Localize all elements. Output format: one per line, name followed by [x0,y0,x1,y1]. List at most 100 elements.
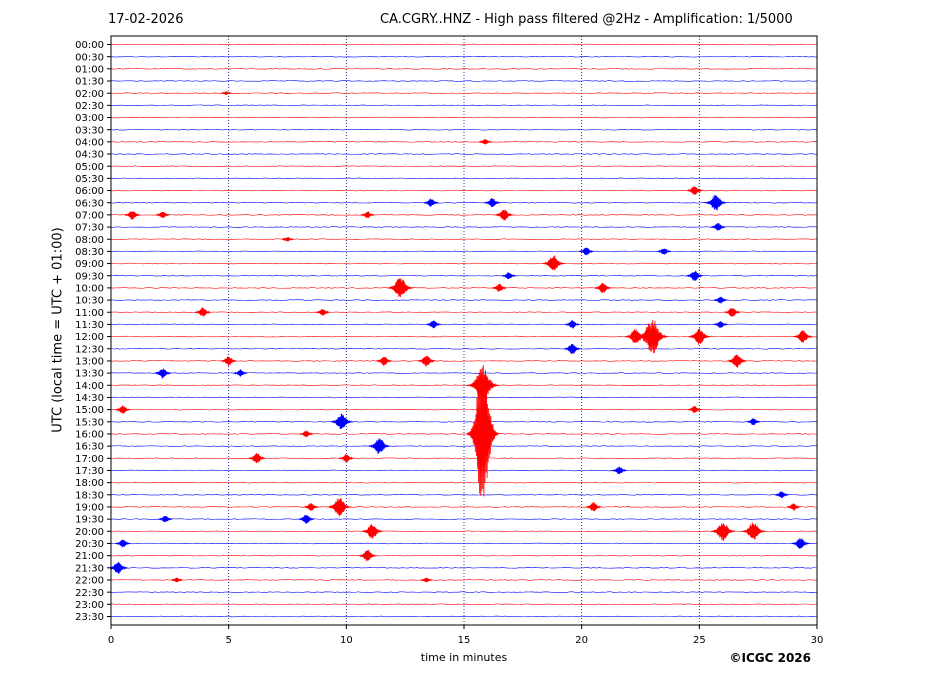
event-burst [358,549,377,562]
event-burst [158,516,173,523]
trace-row [110,530,818,533]
trace-row [110,348,818,350]
event-burst [368,438,391,454]
trace-row [110,421,818,423]
row-label: 04:30 [75,150,104,161]
trace-row [110,202,818,204]
row-label: 21:00 [75,551,104,562]
event-burst [746,418,761,425]
event-burst [491,283,507,292]
row-label: 01:30 [75,77,104,88]
trace-row [110,104,818,107]
row-label: 08:30 [75,247,104,258]
event-burst [791,538,810,549]
event-burst [786,503,801,511]
row-label: 02:30 [75,101,104,112]
trace-row [110,372,818,374]
chart-title: CA.CGRY..HNZ - High pass filtered @2Hz -… [380,12,793,27]
event-burst [298,514,315,524]
trace-row [110,299,818,301]
trace-row [110,177,818,180]
trace-row [110,567,818,569]
row-label: 12:30 [75,344,104,355]
trace-row [110,579,818,581]
trace-row [110,55,818,58]
event-burst [774,491,789,499]
trace-row [110,591,818,593]
event-burst [281,237,294,242]
trace-row [110,275,818,277]
event-burst [124,211,141,220]
trace-row [110,165,818,167]
row-label: 19:00 [75,503,104,514]
row-label: 21:30 [75,563,104,574]
row-label: 20:30 [75,539,104,550]
row-label: 15:30 [75,417,104,428]
event-burst [726,354,748,368]
event-burst [704,195,727,211]
row-label: 18:00 [75,478,104,489]
event-burst [686,270,704,281]
row-label: 11:00 [75,308,104,319]
event-burst [578,247,594,256]
y-axis-label: UTC (local time = UTC + 01:00) [50,227,66,433]
trace-row [110,494,818,496]
x-axis-label: time in minutes [420,651,508,664]
row-label: 10:00 [75,284,104,295]
trace-row [110,43,818,46]
row-label: 17:00 [75,454,104,465]
trace-row [110,189,818,192]
trace-row [110,384,818,386]
row-label: 07:30 [75,223,104,234]
row-label: 17:30 [75,466,104,477]
trace-row [110,311,818,313]
row-label: 18:30 [75,490,104,501]
event-burst [303,503,319,511]
event-burst [688,328,711,345]
trace-row [110,128,818,131]
row-label: 19:30 [75,515,104,526]
event-burst [594,282,612,294]
x-tick-label: 20 [575,635,588,646]
event-burst [563,344,581,354]
row-label: 09:30 [75,271,104,282]
event-burst [108,561,128,575]
event-burst [170,577,183,583]
event-burst [501,272,516,280]
row-label: 01:00 [75,64,104,75]
trace-row [110,469,818,472]
row-label: 22:30 [75,588,104,599]
event-burst [585,502,602,512]
event-burst [248,452,266,464]
row-label: 10:30 [75,296,104,307]
event-burst [417,355,436,367]
event-burst [713,321,728,328]
copyright-label: ©ICGC 2026 [729,651,811,665]
event-burst [115,405,131,414]
trace-row [110,68,818,70]
row-label: 06:30 [75,198,104,209]
row-label: 15:00 [75,405,104,416]
row-label: 03:30 [75,125,104,136]
event-burst [330,413,353,429]
event-burst [220,356,237,366]
event-burst [194,307,211,317]
row-label: 05:00 [75,162,104,173]
event-burst [741,522,766,540]
event-burst [484,198,501,208]
x-tick-label: 0 [108,635,114,646]
trace-row [110,287,818,289]
event-burst [375,356,393,366]
trace-row [110,250,818,253]
trace-row [110,457,818,459]
row-label: 20:00 [75,527,104,538]
event-burst [687,406,702,413]
event-burst [710,523,736,541]
event-burst [155,211,170,218]
event-burst [154,368,172,379]
event-burst [361,523,383,539]
row-label: 02:00 [75,89,104,100]
row-label: 08:00 [75,235,104,246]
row-label: 00:30 [75,52,104,63]
trace-row [110,506,818,508]
